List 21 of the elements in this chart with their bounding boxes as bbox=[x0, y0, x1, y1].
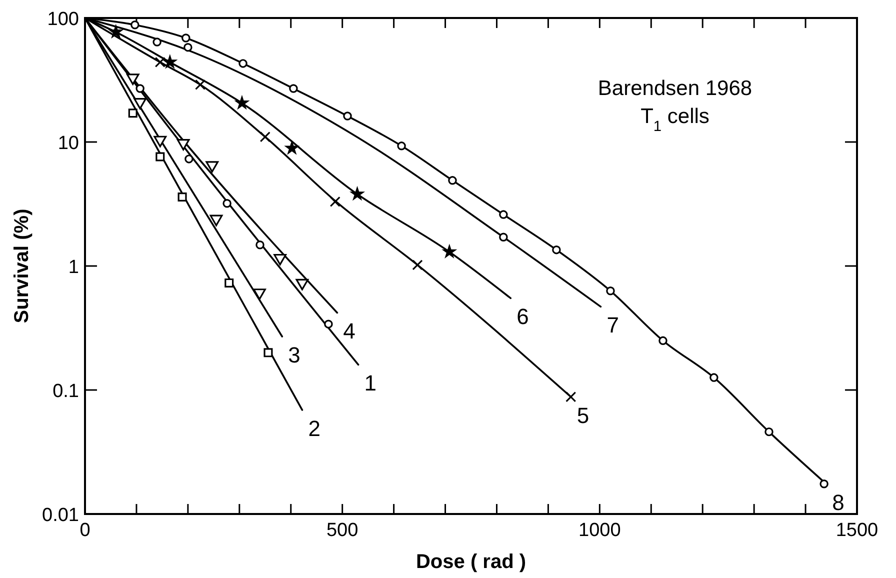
x-tick-label: 1000 bbox=[578, 520, 621, 541]
y-axis-title: Survival (%) bbox=[11, 208, 33, 324]
x-tick-label: 500 bbox=[326, 520, 358, 541]
y-tick-label: 10 bbox=[58, 133, 79, 154]
y-tick-label: 100 bbox=[47, 9, 79, 30]
series-label: 7 bbox=[606, 312, 619, 338]
series-label: 8 bbox=[832, 490, 844, 515]
x-tick-label: 0 bbox=[80, 520, 90, 541]
annotation: Barendsen 1968 bbox=[598, 77, 752, 100]
y-tick-label: 1 bbox=[68, 257, 79, 278]
series-label: 2 bbox=[308, 416, 320, 441]
x-tick-label: 1500 bbox=[836, 520, 878, 541]
y-tick-label: 0.1 bbox=[52, 381, 79, 402]
series-label: 3 bbox=[288, 342, 300, 368]
x-axis-title: Dose ( rad ) bbox=[416, 551, 526, 573]
series-label: 1 bbox=[364, 370, 377, 396]
series-label: 4 bbox=[343, 318, 356, 344]
annotation: T$_{1}$ cells bbox=[640, 105, 710, 135]
series-label: 6 bbox=[516, 304, 529, 330]
y-tick-label: 0.01 bbox=[42, 505, 79, 526]
series-label: 5 bbox=[576, 402, 590, 428]
